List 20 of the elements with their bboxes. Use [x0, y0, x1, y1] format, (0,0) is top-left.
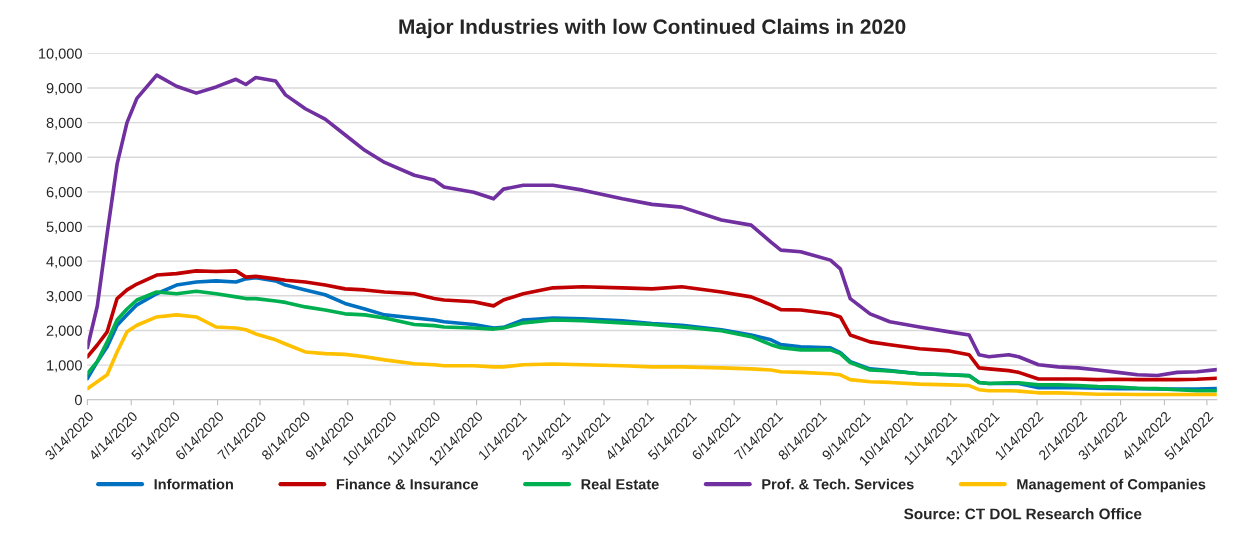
y-tick-label: 4,000 — [46, 256, 82, 269]
y-tick-label: 9,000 — [46, 83, 82, 96]
y-tick-label: 2,000 — [46, 325, 82, 338]
legend-label: Real Estate — [581, 478, 659, 490]
y-tick-label: 8,000 — [46, 117, 82, 130]
y-tick-label: 10,000 — [39, 48, 82, 61]
y-tick-label: 7,000 — [46, 152, 82, 165]
y-tick-label: 1,000 — [47, 360, 82, 373]
y-tick-label: 5,000 — [46, 221, 82, 234]
source-note: Source: CT DOL Research Office — [904, 508, 1142, 520]
legend-label: Information — [154, 478, 233, 490]
legend-label: Management of Companies — [1017, 478, 1206, 493]
line-series — [87, 313, 1217, 397]
legend-label: Prof. & Tech. Services — [762, 478, 914, 490]
y-tick-label: 3,000 — [46, 290, 82, 303]
legend-label: Finance & Insurance — [336, 478, 479, 490]
y-tick-label: 0 — [74, 394, 82, 406]
chart-title: Major Industries with low Continued Claims in 2020 — [399, 18, 906, 39]
y-tick-label: 6,000 — [46, 186, 82, 200]
line-series — [87, 73, 1217, 378]
